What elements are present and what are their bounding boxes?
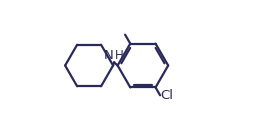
Text: H: H xyxy=(115,49,123,62)
Text: N: N xyxy=(104,49,113,62)
Text: Cl: Cl xyxy=(161,89,174,102)
